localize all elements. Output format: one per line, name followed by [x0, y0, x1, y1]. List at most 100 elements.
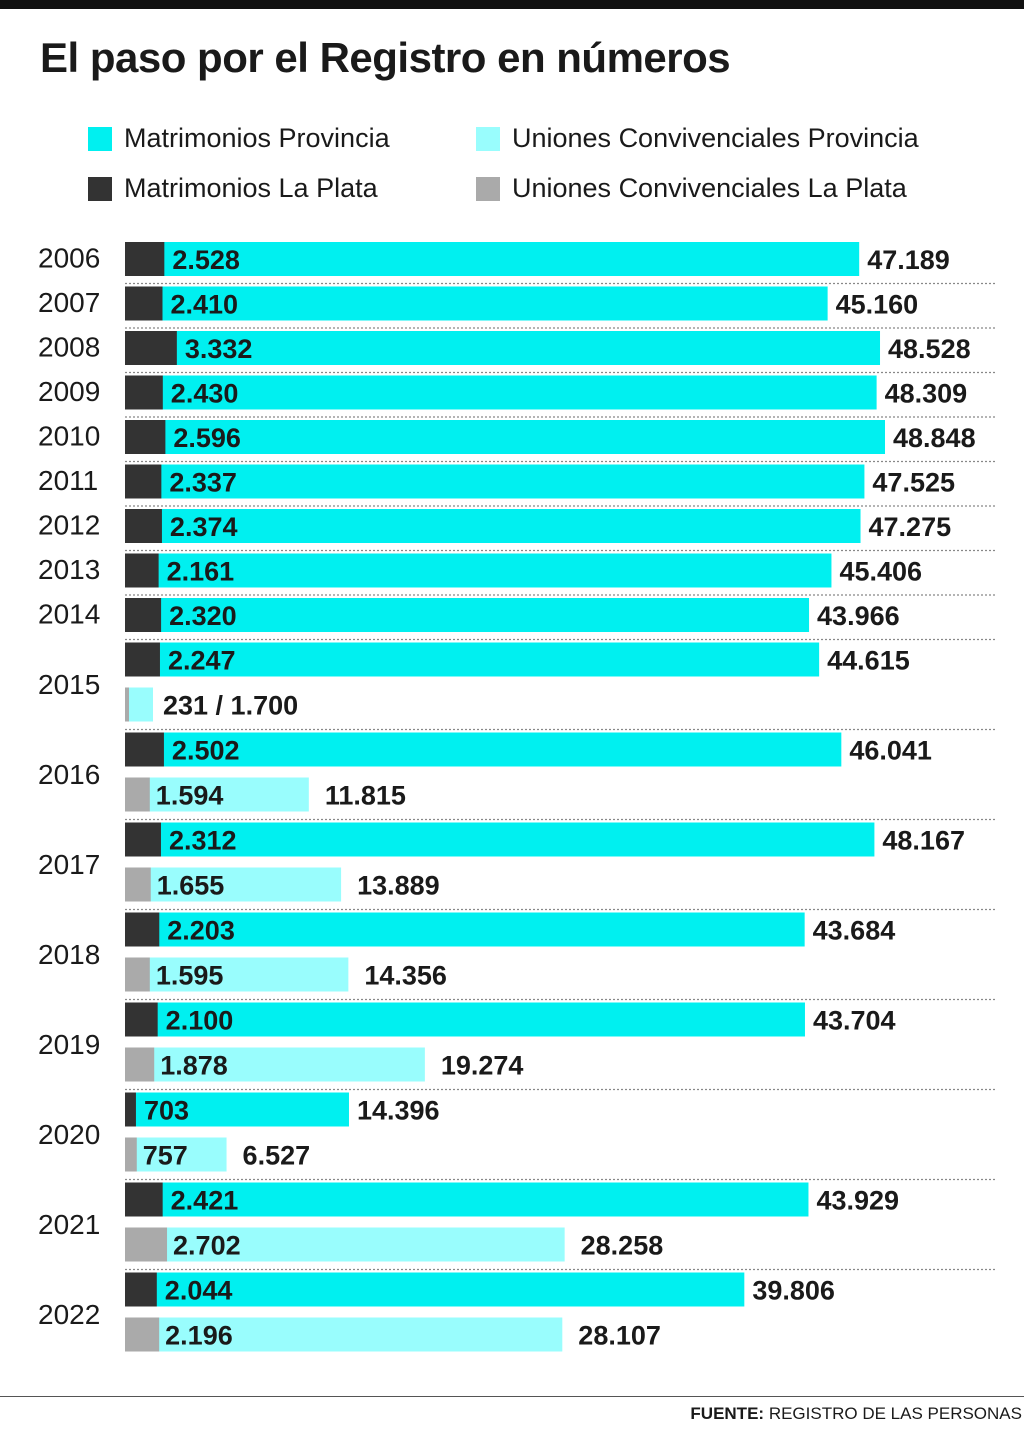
- label-matrimonios-provincia: 14.396: [357, 1096, 440, 1126]
- label-matrimonios-provincia: 48.528: [888, 334, 971, 364]
- source-note: FUENTE: REGISTRO DE LAS PERSONAS: [690, 1404, 1022, 1424]
- legend-item-uniones-laplata: Uniones Convivenciales La Plata: [476, 173, 907, 204]
- bar-matrimonios-provincia: [125, 420, 885, 454]
- bar-matrimonios-laplata: [125, 642, 160, 677]
- bar-matrimonios-laplata: [125, 553, 159, 588]
- bar-matrimonios-laplata: [125, 509, 162, 543]
- legend-swatch-matrimonios-laplata: [88, 176, 112, 201]
- label-uniones-laplata: 1.655: [157, 871, 225, 901]
- bar-matrimonios-laplata: [125, 242, 165, 276]
- bar-matrimonios-laplata: [125, 286, 163, 321]
- bar-uniones-provincia: [125, 1137, 227, 1172]
- label-uniones-provincia: 28.107: [578, 1321, 661, 1351]
- year-label: 2021: [38, 1209, 100, 1240]
- year-label: 2013: [38, 554, 100, 585]
- label-matrimonios-provincia: 39.806: [752, 1276, 835, 1306]
- bar-uniones-laplata: [125, 867, 151, 902]
- source-text: REGISTRO DE LAS PERSONAS: [768, 1404, 1022, 1423]
- bar-matrimonios-provincia: [125, 732, 842, 767]
- bar-matrimonios-provincia: [125, 1092, 349, 1127]
- year-label: 2016: [38, 759, 100, 790]
- bar-matrimonios-provincia: [125, 553, 832, 588]
- legend-label: Uniones Convivenciales Provincia: [512, 123, 919, 153]
- bar-uniones-laplata: [125, 1227, 168, 1262]
- bar-matrimonios-provincia: [125, 509, 861, 543]
- label-matrimonios-laplata: 2.337: [169, 468, 237, 498]
- bar-matrimonios-laplata: [125, 420, 166, 454]
- bar-uniones-laplata: [125, 777, 150, 812]
- legend-item-uniones-provincia: Uniones Convivenciales Provincia: [476, 123, 919, 154]
- bar-matrimonios-provincia: [125, 464, 865, 499]
- label-matrimonios-provincia: 48.167: [882, 826, 965, 856]
- label-matrimonios-provincia: 47.275: [869, 512, 952, 542]
- label-uniones-laplata: 2.196: [165, 1321, 233, 1351]
- label-matrimonios-laplata: 2.421: [171, 1186, 239, 1216]
- year-label: 2018: [38, 939, 100, 970]
- bar-matrimonios-provincia: [125, 1182, 809, 1217]
- label-matrimonios-provincia: 47.525: [872, 468, 955, 498]
- label-matrimonios-laplata: 2.430: [171, 379, 239, 409]
- bar-uniones-laplata: [125, 1047, 155, 1082]
- bar-matrimonios-laplata: [125, 822, 161, 857]
- label-matrimonios-provincia: 48.309: [885, 379, 968, 409]
- label-matrimonios-laplata: 3.332: [185, 334, 253, 364]
- legend: Matrimonios Provincia Uniones Convivenci…: [0, 0, 1024, 210]
- bar-uniones-provincia: [125, 687, 153, 722]
- label-matrimonios-provincia: 45.160: [836, 290, 919, 320]
- bar-uniones-provincia: [125, 867, 342, 902]
- year-label: 2014: [38, 599, 100, 630]
- bar-matrimonios-provincia: [125, 331, 881, 365]
- top-rule: [0, 0, 1024, 9]
- bar-uniones-provincia: [125, 777, 309, 812]
- year-label: 2017: [38, 849, 100, 880]
- legend-item-matrimonios-laplata: Matrimonios La Plata: [88, 173, 378, 204]
- label-matrimonios-provincia: 44.615: [827, 646, 910, 676]
- label-uniones-provincia: 13.889: [357, 871, 440, 901]
- label-uniones-provincia: 19.274: [441, 1051, 524, 1081]
- legend-label: Matrimonios La Plata: [124, 173, 378, 203]
- label-uniones-laplata: 1.878: [160, 1051, 228, 1081]
- label-matrimonios-provincia: 43.684: [813, 916, 896, 946]
- legend-swatch-uniones-laplata: [476, 176, 500, 201]
- bar-matrimonios-provincia: [125, 1002, 805, 1037]
- label-uniones-laplata: 1.595: [156, 961, 224, 991]
- page-title: El paso por el Registro en números: [40, 34, 731, 81]
- label-matrimonios-provincia: 47.189: [867, 245, 950, 275]
- label-matrimonios-provincia: 43.704: [813, 1006, 896, 1036]
- label-uniones-laplata: 757: [143, 1141, 188, 1171]
- label-matrimonios-laplata: 2.161: [167, 557, 235, 587]
- bar-uniones-provincia: [125, 1227, 565, 1262]
- bar-matrimonios-laplata: [125, 912, 160, 947]
- year-label: 2015: [38, 669, 100, 700]
- bar-matrimonios-laplata: [125, 375, 163, 410]
- label-matrimonios-laplata: 2.374: [170, 512, 238, 542]
- bar-matrimonios-laplata: [125, 732, 164, 767]
- bar-matrimonios-provincia: [125, 242, 860, 276]
- bar-uniones-laplata: [125, 687, 129, 722]
- year-label: 2022: [38, 1299, 100, 1330]
- legend-item-matrimonios-provincia: Matrimonios Provincia: [88, 123, 390, 154]
- label-matrimonios-laplata: 2.502: [172, 736, 240, 766]
- year-label: 2007: [38, 287, 100, 318]
- bar-uniones-provincia: [125, 957, 349, 992]
- label-uniones-laplata: 1.594: [156, 781, 224, 811]
- bar-matrimonios-laplata: [125, 598, 162, 632]
- label-uniones-combined: 231 / 1.700: [163, 691, 298, 721]
- legend-label: Uniones Convivenciales La Plata: [512, 173, 907, 203]
- label-matrimonios-provincia: 46.041: [849, 736, 932, 766]
- year-label: 2012: [38, 510, 100, 541]
- label-matrimonios-laplata: 703: [144, 1096, 189, 1126]
- year-label: 2006: [38, 243, 100, 274]
- legend-swatch-uniones-provincia: [476, 126, 500, 151]
- label-matrimonios-laplata: 2.596: [173, 423, 241, 453]
- bar-matrimonios-provincia: [125, 375, 877, 410]
- label-matrimonios-provincia: 48.848: [893, 423, 976, 453]
- label-uniones-provincia: 6.527: [243, 1141, 311, 1171]
- bar-uniones-laplata: [125, 1317, 160, 1352]
- label-matrimonios-laplata: 2.410: [170, 290, 238, 320]
- bar-matrimonios-laplata: [125, 1182, 163, 1217]
- bar-matrimonios-provincia: [125, 642, 820, 677]
- legend-swatch-matrimonios-provincia: [88, 126, 112, 151]
- bar-matrimonios-laplata: [125, 464, 162, 499]
